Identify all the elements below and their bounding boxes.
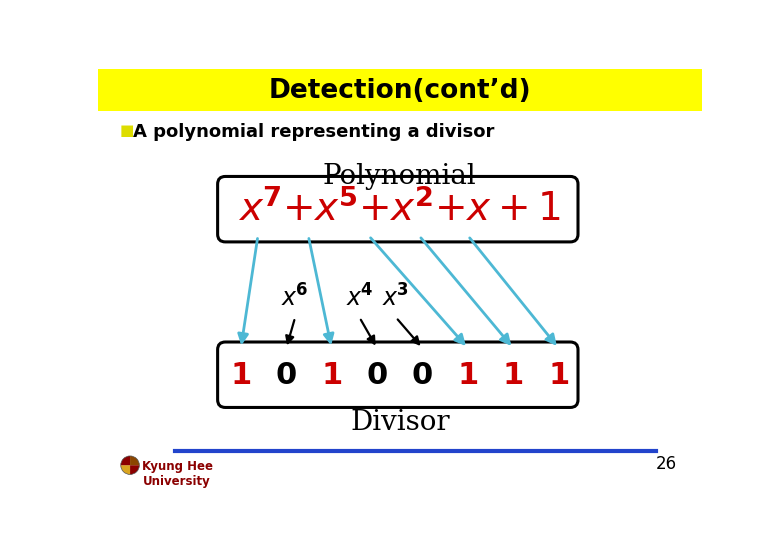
Text: 1: 1 — [548, 361, 569, 390]
Text: $\mathbf{\it{x}}^{\mathbf{6}}$: $\mathbf{\it{x}}^{\mathbf{6}}$ — [282, 285, 309, 312]
Text: 0: 0 — [412, 361, 433, 390]
FancyBboxPatch shape — [218, 342, 578, 408]
Text: $\mathbf{\it{x}}^{\mathbf{3}}$: $\mathbf{\it{x}}^{\mathbf{3}}$ — [382, 285, 410, 312]
Text: $\it{x}$$^{\mathbf{7}}$$\mathbf{\it{ + x}}$$^{\mathbf{5}}$$\mathbf{\it{ + x}}$$^: $\it{x}$$^{\mathbf{7}}$$\mathbf{\it{ + x… — [239, 190, 561, 230]
Wedge shape — [130, 465, 140, 475]
Wedge shape — [121, 456, 130, 465]
Text: 1: 1 — [457, 361, 478, 390]
Wedge shape — [130, 456, 140, 465]
Text: ■: ■ — [119, 123, 133, 138]
Text: 1: 1 — [230, 361, 251, 390]
Text: Divisor: Divisor — [350, 409, 449, 436]
Text: $\mathbf{\it{x}}^{\mathbf{4}}$: $\mathbf{\it{x}}^{\mathbf{4}}$ — [346, 285, 373, 312]
Text: Detection(cont’d): Detection(cont’d) — [268, 78, 531, 104]
Text: 1: 1 — [502, 361, 524, 390]
Text: Kyung Hee
University: Kyung Hee University — [143, 460, 214, 488]
Text: 0: 0 — [275, 361, 297, 390]
Wedge shape — [121, 465, 130, 475]
Text: A polynomial representing a divisor: A polynomial representing a divisor — [133, 123, 495, 141]
Text: 0: 0 — [367, 361, 388, 390]
FancyBboxPatch shape — [218, 177, 578, 242]
Text: Polynomial: Polynomial — [323, 164, 477, 191]
Bar — [98, 69, 702, 111]
Text: 26: 26 — [656, 455, 677, 473]
Text: 1: 1 — [321, 361, 342, 390]
